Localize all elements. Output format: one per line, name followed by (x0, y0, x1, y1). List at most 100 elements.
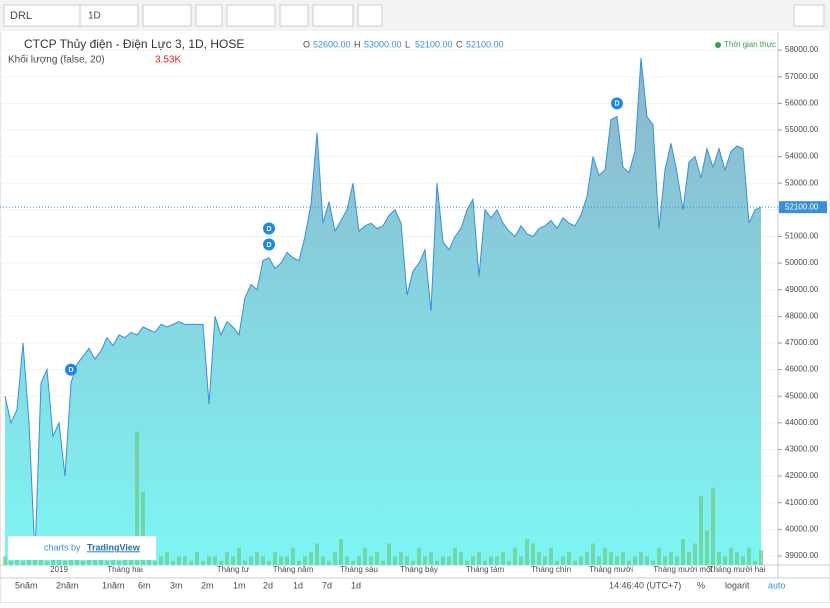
volume-bar (309, 552, 313, 565)
volume-bar (165, 552, 169, 565)
settings-button[interactable] (195, 4, 223, 27)
volume-bar (573, 560, 577, 565)
volume-bar (567, 552, 571, 565)
volume-bar (747, 547, 751, 565)
y-tick-label: 41000.00 (785, 498, 819, 507)
y-tick-label: 56000.00 (785, 98, 819, 107)
volume-bar (603, 547, 607, 565)
volume-bar (717, 552, 721, 565)
range-button[interactable]: 2m (201, 580, 214, 590)
dividend-marker (611, 97, 623, 110)
range-button[interactable]: 1năm (102, 580, 125, 590)
indicators-button[interactable] (226, 4, 276, 27)
dividend-label: D (68, 367, 73, 374)
interval-box[interactable] (79, 4, 139, 27)
volume-bar (687, 552, 691, 565)
volume-bar (393, 556, 397, 565)
volume-bar (135, 431, 139, 565)
volume-bar (525, 539, 529, 565)
volume-bar (693, 543, 697, 565)
range-button[interactable]: 1d (351, 580, 361, 590)
snapshot-button[interactable] (793, 4, 825, 27)
log-toggle[interactable]: logarit (725, 580, 750, 590)
volume-bar (729, 547, 733, 565)
volume-bar (267, 560, 271, 565)
auto-toggle[interactable]: auto (768, 580, 786, 590)
volume-bar (357, 556, 361, 565)
volume-bar (213, 556, 217, 565)
volume-bar (9, 560, 13, 565)
volume-bar (723, 556, 727, 565)
symbol[interactable]: DRL (10, 10, 32, 22)
y-tick-label: 51000.00 (785, 232, 819, 241)
volume-bar (69, 556, 73, 565)
volume-bar (189, 560, 193, 565)
volume-bar (195, 552, 199, 565)
range-button[interactable]: 3m (170, 580, 183, 590)
dividend-marker (263, 238, 275, 251)
volume-bar (285, 556, 289, 565)
range-button[interactable]: 1m (233, 580, 246, 590)
volume-bar (699, 496, 703, 565)
volume-bar (537, 552, 541, 565)
compare-button[interactable] (279, 4, 309, 27)
realtime-dot (715, 42, 721, 48)
fullscreen-button[interactable] (357, 4, 383, 27)
x-tick-label: Tháng chín (531, 565, 571, 574)
interval[interactable]: 1D (88, 11, 101, 22)
range-button[interactable]: 6m (138, 580, 151, 590)
volume-bar (291, 547, 295, 565)
volume-bar (297, 560, 301, 565)
volume-bar (87, 556, 91, 565)
undo-redo[interactable] (312, 4, 354, 27)
y-tick-label: 46000.00 (785, 365, 819, 374)
y-tick-label: 40000.00 (785, 524, 819, 533)
watermark-box (8, 536, 156, 560)
range-button[interactable]: 5năm (15, 580, 38, 590)
x-tick-label: Tháng sáu (340, 565, 378, 574)
y-tick-label: 48000.00 (785, 311, 819, 320)
y-tick-label: 50000.00 (785, 258, 819, 267)
volume-bar (609, 552, 613, 565)
volume-bar (3, 556, 7, 565)
volume-bar (363, 547, 367, 565)
volume-bar (669, 552, 673, 565)
y-tick-label: 53000.00 (785, 178, 819, 187)
volume-bar (153, 560, 157, 565)
volume-bar (549, 547, 553, 565)
y-tick-label: 42000.00 (785, 471, 819, 480)
volume-bar (543, 556, 547, 565)
dividend-marker (263, 222, 275, 235)
volume-bar (501, 552, 505, 565)
volume-bar (141, 491, 145, 565)
volume-bar (93, 556, 97, 565)
watermark-brand[interactable]: TradingView (87, 542, 141, 552)
range-button[interactable]: 7d (322, 580, 332, 590)
range-button[interactable]: 2d (263, 580, 273, 590)
chart-style-button[interactable] (142, 4, 192, 27)
ohlc-key: H (354, 39, 361, 49)
range-button[interactable]: 1d (293, 580, 303, 590)
volume-bar (219, 560, 223, 565)
range-button[interactable]: 2năm (56, 580, 79, 590)
volume-bar (453, 547, 457, 565)
volume-bar (519, 556, 523, 565)
x-tick-label: Tháng hai (107, 565, 143, 574)
volume-bar (651, 560, 655, 565)
volume-bar (249, 556, 253, 565)
volume-bar (345, 556, 349, 565)
volume-bar (399, 552, 403, 565)
volume-bar (741, 556, 745, 565)
percent-toggle[interactable]: % (697, 580, 705, 590)
clock: 14:46:40 (UTC+7) (609, 580, 681, 590)
volume-bar (111, 556, 115, 565)
volume-bar (507, 560, 511, 565)
volume-bar (183, 556, 187, 565)
volume-bar (105, 560, 109, 565)
ohlc-value: 53000.00 (364, 39, 402, 49)
volume-bar (327, 560, 331, 565)
volume-bar (261, 556, 265, 565)
volume-bar (237, 547, 241, 565)
